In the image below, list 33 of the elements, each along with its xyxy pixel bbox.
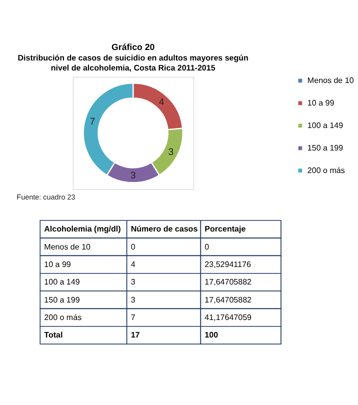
chart-title: Gráfico 20 xyxy=(112,42,155,52)
text: Número de casos xyxy=(130,224,198,234)
text: 7 xyxy=(130,312,136,322)
text: Menos de 10 xyxy=(44,242,91,252)
text: 17,64705882 xyxy=(204,278,252,287)
text: 4 xyxy=(130,260,136,269)
source-note: Fuente: cuadro 23 xyxy=(16,192,76,202)
text: Total xyxy=(44,330,63,340)
data-label: 4 xyxy=(158,96,165,108)
legend-label: 200 o más xyxy=(307,166,345,176)
text: 17,64705882 xyxy=(204,295,252,304)
data-label: 3 xyxy=(168,146,174,158)
text: 41,17647059 xyxy=(204,312,252,322)
chart-subtitle: Distribución de casos de suicidio en adultos mayores según nivel de alcoholemia, Costa Rica 2011-2015 xyxy=(18,54,249,72)
text: Alcoholemia (mg/dl) xyxy=(44,224,121,234)
legend-label: 150 a 199 xyxy=(307,144,344,153)
text: 17 xyxy=(130,330,140,340)
text: 3 xyxy=(130,295,136,304)
text: 150 a 199 xyxy=(44,295,80,304)
text: 10 a 99 xyxy=(44,260,71,269)
text: 100 a 149 xyxy=(44,278,80,287)
text: Porcentaje xyxy=(204,224,246,234)
text: 0 xyxy=(204,242,210,252)
data-label: 7 xyxy=(90,116,96,128)
text: 200 o más xyxy=(44,312,82,322)
legend-label: Menos de 10 xyxy=(307,76,354,86)
text: 3 xyxy=(130,278,136,287)
text: 100 xyxy=(204,330,218,340)
legend-label: 100 a 149 xyxy=(307,121,344,130)
data-label: 3 xyxy=(130,170,136,182)
text: 0 xyxy=(130,242,136,252)
legend-label: 10 a 99 xyxy=(307,98,335,108)
text: 23,52941176 xyxy=(204,260,251,269)
